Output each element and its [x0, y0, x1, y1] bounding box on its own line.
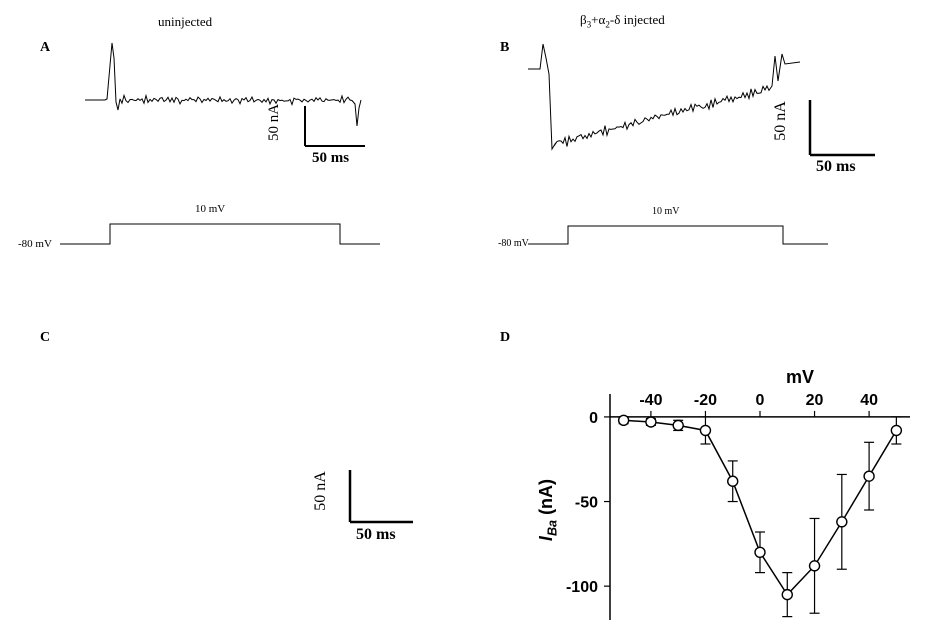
- svg-text:0: 0: [756, 392, 765, 409]
- panel-a-scale-v: 50 nA: [266, 104, 283, 141]
- svg-text:0: 0: [589, 410, 598, 427]
- svg-text:-100: -100: [566, 579, 598, 596]
- panel-a-step-top: 10 mV: [195, 203, 225, 215]
- panel-b-title: β3+α2-δ injected: [580, 12, 665, 30]
- svg-text:-20: -20: [694, 392, 717, 409]
- panel-d-chart: -40-2002040mV0-50-100IBa (nA): [530, 340, 930, 630]
- panel-a-title: uninjected: [158, 14, 212, 30]
- panel-b-label: B: [500, 40, 509, 56]
- panel-c-scale-v: 50 nA: [312, 471, 330, 511]
- panel-a-voltage-step: [60, 216, 380, 256]
- panel-a-step-base: -80 mV: [18, 238, 52, 250]
- svg-text:mV: mV: [786, 367, 814, 387]
- panel-b-scale-h: 50 ms: [816, 158, 856, 176]
- panel-b-step-base: -80 mV: [498, 238, 529, 249]
- panel-b-scale-v: 50 nA: [772, 101, 790, 141]
- svg-text:20: 20: [806, 392, 824, 409]
- svg-text:40: 40: [860, 392, 878, 409]
- panel-c-label: C: [40, 330, 50, 346]
- panel-b-voltage-step: [528, 218, 828, 256]
- panel-d-label: D: [500, 330, 510, 346]
- panel-a-label: A: [40, 40, 50, 56]
- panel-a-scale-h: 50 ms: [312, 150, 349, 167]
- panel-c-scale-h: 50 ms: [356, 526, 396, 544]
- svg-text:-40: -40: [639, 392, 662, 409]
- panel-b-step-top: 10 mV: [652, 206, 680, 217]
- svg-text:-50: -50: [575, 495, 598, 512]
